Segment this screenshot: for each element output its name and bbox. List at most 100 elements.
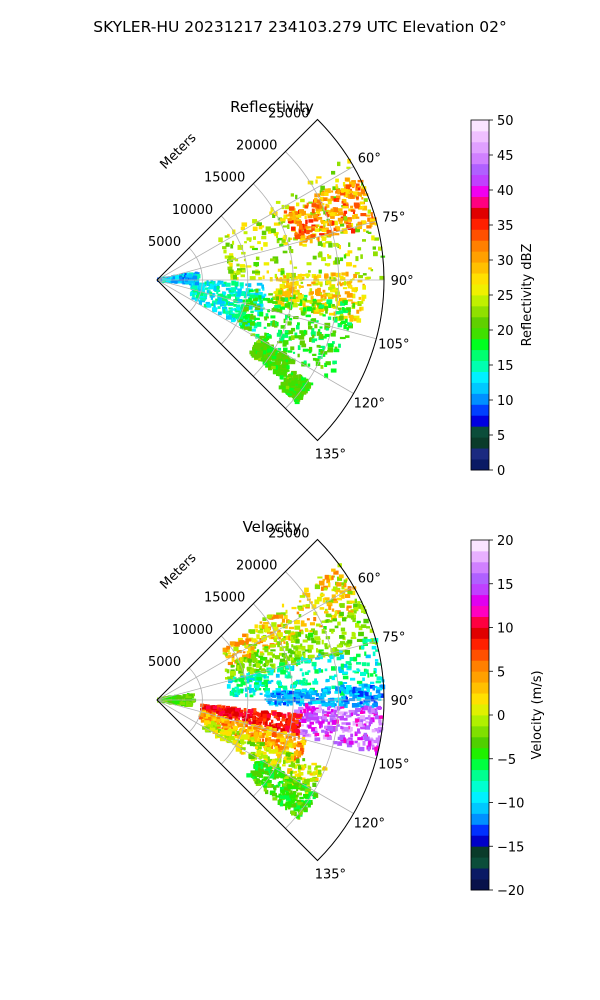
echo-gate bbox=[261, 624, 265, 629]
echo-gate bbox=[342, 671, 349, 675]
echo-gate bbox=[285, 314, 287, 320]
echo-gate bbox=[324, 643, 328, 647]
echo-gate bbox=[301, 343, 307, 348]
echo-gate bbox=[317, 274, 322, 278]
echo-gate bbox=[270, 207, 274, 212]
echo-gate bbox=[279, 306, 285, 310]
echo-gate bbox=[343, 682, 348, 684]
echo-gate bbox=[274, 325, 278, 328]
echo-gate bbox=[306, 719, 311, 722]
echo-gate bbox=[259, 665, 262, 670]
echo-gate bbox=[263, 293, 267, 297]
echo-gate bbox=[369, 684, 375, 689]
echo-gate bbox=[277, 733, 282, 737]
echo-gate bbox=[353, 607, 359, 611]
echo-gate bbox=[310, 697, 315, 701]
echo-gate bbox=[368, 738, 374, 742]
echo-gate bbox=[314, 358, 320, 362]
echo-gate bbox=[236, 263, 240, 267]
echo-gate bbox=[286, 273, 290, 278]
echo-gate bbox=[373, 739, 378, 743]
echo-gate bbox=[330, 655, 334, 660]
echo-gate bbox=[224, 727, 229, 731]
colorbar-tick-label: 50 bbox=[497, 114, 514, 129]
echo-gate bbox=[287, 620, 292, 624]
echo-gate bbox=[240, 274, 245, 278]
echo-gate bbox=[297, 753, 301, 758]
echo-gate bbox=[342, 729, 345, 734]
echo-gate bbox=[346, 327, 349, 331]
echo-gate bbox=[285, 725, 291, 730]
colorbar-segment bbox=[471, 141, 489, 154]
echo-gate bbox=[317, 576, 323, 579]
echo-gate bbox=[319, 652, 325, 656]
echo-gate bbox=[308, 724, 312, 729]
echo-gate bbox=[339, 336, 346, 340]
echo-gate bbox=[370, 638, 375, 643]
echo-gate bbox=[337, 621, 341, 626]
echo-gate bbox=[231, 657, 235, 662]
echo-gate bbox=[216, 286, 220, 290]
echo-gate bbox=[265, 334, 272, 339]
echo-gate bbox=[203, 293, 208, 297]
echo-gate bbox=[369, 692, 372, 697]
echo-gate bbox=[322, 289, 326, 293]
echo-gate bbox=[303, 307, 307, 312]
echo-gate bbox=[362, 709, 366, 712]
echo-gate bbox=[233, 725, 238, 731]
colorbar-tick-label: −15 bbox=[497, 840, 524, 855]
echo-gate bbox=[265, 659, 270, 664]
echo-gate bbox=[219, 706, 223, 709]
echo-gate bbox=[295, 764, 298, 768]
echo-gate bbox=[276, 332, 282, 337]
colorbar-segment bbox=[471, 638, 489, 650]
echo-gate bbox=[251, 650, 254, 656]
echo-gate bbox=[277, 718, 281, 721]
echo-gate bbox=[365, 669, 369, 674]
echo-gate bbox=[252, 344, 259, 349]
echo-gate bbox=[195, 284, 200, 287]
echo-gate bbox=[291, 299, 297, 303]
echo-gate bbox=[197, 287, 202, 293]
echo-gate bbox=[204, 726, 210, 730]
echo-gate bbox=[314, 678, 317, 683]
echo-gate bbox=[276, 695, 282, 699]
echo-gate bbox=[251, 352, 255, 357]
echo-gate bbox=[256, 222, 262, 226]
echo-gate bbox=[159, 278, 162, 281]
echo-gate bbox=[290, 335, 295, 340]
echo-gate bbox=[281, 718, 287, 722]
echo-gate bbox=[335, 316, 342, 321]
echo-gate bbox=[266, 742, 270, 747]
echo-gate bbox=[228, 654, 234, 658]
echo-gate bbox=[276, 641, 281, 644]
echo-gate bbox=[282, 364, 288, 369]
echo-gate bbox=[296, 214, 302, 218]
echo-gate bbox=[344, 291, 350, 295]
echo-gate bbox=[266, 759, 271, 765]
echo-gate bbox=[340, 627, 346, 632]
colorbar-tick-label: 15 bbox=[497, 359, 514, 374]
echo-gate bbox=[272, 296, 277, 300]
echo-gate bbox=[340, 192, 346, 196]
echo-gate bbox=[357, 601, 360, 604]
echo-gate bbox=[256, 642, 261, 645]
echo-gate bbox=[253, 297, 258, 302]
echo-gate bbox=[267, 299, 274, 304]
echo-gate bbox=[193, 289, 199, 293]
colorbar-segment bbox=[471, 879, 489, 891]
echo-gate bbox=[228, 711, 232, 714]
echo-gate bbox=[331, 272, 336, 277]
echo-gate bbox=[331, 675, 335, 681]
echo-gate bbox=[334, 691, 340, 694]
echo-gate bbox=[255, 629, 258, 633]
echo-gate bbox=[327, 582, 331, 588]
echo-gate bbox=[303, 708, 307, 714]
echo-gate bbox=[347, 158, 351, 164]
echo-gate bbox=[224, 668, 228, 672]
echo-gate bbox=[366, 276, 371, 279]
echo-gate bbox=[295, 396, 302, 400]
echo-gate bbox=[367, 746, 370, 752]
echo-gate bbox=[310, 291, 314, 295]
echo-gate bbox=[339, 310, 343, 314]
